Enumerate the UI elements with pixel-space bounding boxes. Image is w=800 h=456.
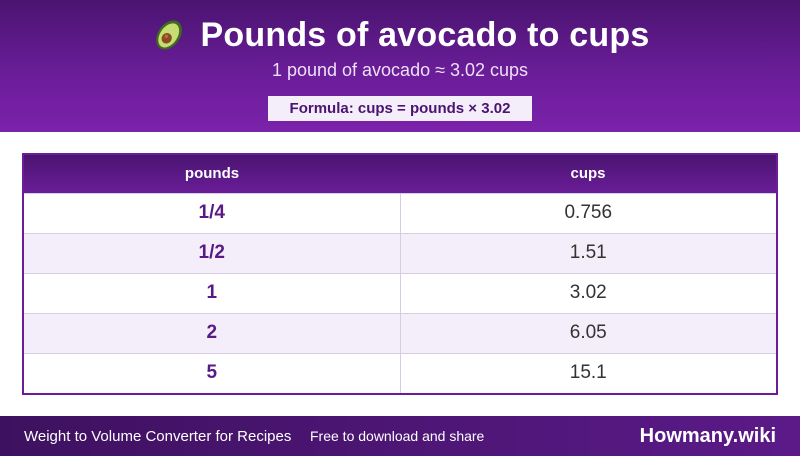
cups-cell: 1.51: [400, 232, 776, 273]
header: Pounds of avocado to cups 1 pound of avo…: [0, 0, 800, 132]
avocado-icon: [155, 20, 182, 50]
cups-cell: 0.756: [400, 192, 776, 233]
footer: Weight to Volume Converter for Recipes F…: [0, 416, 800, 456]
table-row: 5 15.1: [24, 352, 776, 393]
page-title: Pounds of avocado to cups: [200, 15, 650, 54]
column-header-pounds: pounds: [184, 165, 240, 183]
title-row: Pounds of avocado to cups: [0, 14, 800, 56]
brand-logo[interactable]: Howmany.wiki: [639, 424, 776, 447]
pounds-cell: 1: [24, 272, 401, 313]
pounds-cell: 5: [24, 352, 401, 393]
table-row: 1 3.02: [24, 272, 776, 313]
cups-cell: 15.1: [400, 352, 776, 393]
formula-badge: Formula: cups = pounds × 3.02: [268, 96, 532, 121]
conversion-summary: 1 pound of avocado ≈ 3.02 cups: [271, 60, 529, 80]
footer-tagline: Weight to Volume Converter for Recipes: [24, 427, 292, 445]
table-row: 1/4 0.756: [24, 192, 776, 233]
table-row: 1/2 1.51: [24, 232, 776, 273]
table-row: 2 6.05: [24, 312, 776, 353]
footer-note: Free to download and share: [310, 428, 485, 444]
pounds-cell: 1/4: [24, 192, 401, 233]
table-header-row: pounds cups: [24, 155, 776, 193]
cups-cell: 6.05: [400, 312, 776, 353]
pounds-cell: 1/2: [24, 232, 401, 273]
column-header-cups: cups: [570, 165, 606, 183]
pounds-cell: 2: [24, 312, 401, 353]
cups-cell: 3.02: [400, 272, 776, 313]
conversion-table: pounds cups 1/4 0.756 1/2 1.51 1 3.02 2 …: [22, 153, 778, 395]
